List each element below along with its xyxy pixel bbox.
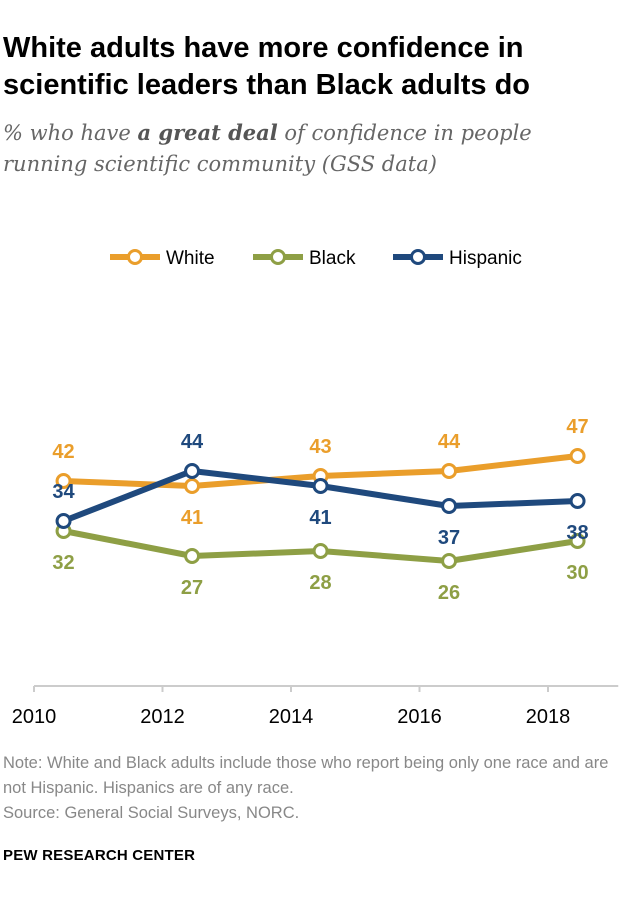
data-point-hispanic bbox=[184, 463, 201, 479]
data-point-black bbox=[441, 553, 458, 569]
data-label-black: 28 bbox=[309, 572, 331, 594]
legend-label-white: White bbox=[166, 248, 215, 269]
chart-title: White adults have more confidence in sci… bbox=[3, 32, 530, 101]
note-text: Note: White and Black adults include tho… bbox=[3, 754, 609, 797]
subtitle-emphasis: a great deal bbox=[137, 120, 278, 145]
data-point-black bbox=[312, 543, 329, 559]
source-text: Source: General Social Surveys, NORC. bbox=[3, 804, 300, 822]
legend-marker-black bbox=[270, 249, 286, 265]
data-point-white bbox=[55, 473, 72, 489]
data-label-hispanic: 41 bbox=[309, 507, 331, 529]
x-tick-label: 2014 bbox=[269, 706, 314, 728]
brand-logo-text: PEW RESEARCH CENTER bbox=[3, 847, 196, 864]
legend-label-black: Black bbox=[309, 248, 356, 269]
data-label-white: 42 bbox=[52, 441, 74, 463]
data-label-hispanic: 44 bbox=[181, 431, 204, 453]
legend-marker-hispanic bbox=[410, 249, 426, 265]
data-point-hispanic bbox=[312, 478, 329, 494]
legend-marker-white bbox=[127, 249, 143, 265]
data-label-black: 30 bbox=[566, 562, 588, 584]
subtitle-text-end: of confidence in people running scientif… bbox=[3, 121, 532, 176]
x-tick-label: 2018 bbox=[526, 706, 571, 728]
data-label-white: 41 bbox=[181, 507, 203, 529]
data-point-hispanic bbox=[55, 513, 72, 529]
subtitle-text: % who have bbox=[3, 121, 138, 145]
data-label-white: 47 bbox=[566, 416, 588, 438]
data-label-black: 26 bbox=[438, 582, 460, 604]
data-label-black: 27 bbox=[181, 577, 203, 599]
data-point-hispanic bbox=[569, 493, 586, 509]
data-label-white: 43 bbox=[309, 436, 331, 458]
data-point-black bbox=[184, 548, 201, 564]
data-label-hispanic: 38 bbox=[566, 522, 588, 544]
data-point-white bbox=[441, 463, 458, 479]
chart-note: Note: White and Black adults include tho… bbox=[3, 751, 613, 826]
data-label-hispanic: 34 bbox=[52, 481, 75, 503]
x-tick-label: 2012 bbox=[140, 706, 185, 728]
data-point-white bbox=[184, 478, 201, 494]
data-point-black bbox=[569, 533, 586, 549]
data-label-hispanic: 37 bbox=[438, 527, 460, 549]
data-point-hispanic bbox=[441, 498, 458, 514]
chart-subtitle: % who have a great deal of confidence in… bbox=[3, 117, 613, 180]
x-tick-label: 2016 bbox=[397, 706, 442, 728]
x-tick-label: 2010 bbox=[12, 706, 57, 728]
legend-label-hispanic: Hispanic bbox=[449, 248, 522, 269]
data-label-white: 44 bbox=[438, 431, 461, 453]
data-point-white bbox=[569, 448, 586, 464]
data-label-black: 32 bbox=[52, 552, 74, 574]
